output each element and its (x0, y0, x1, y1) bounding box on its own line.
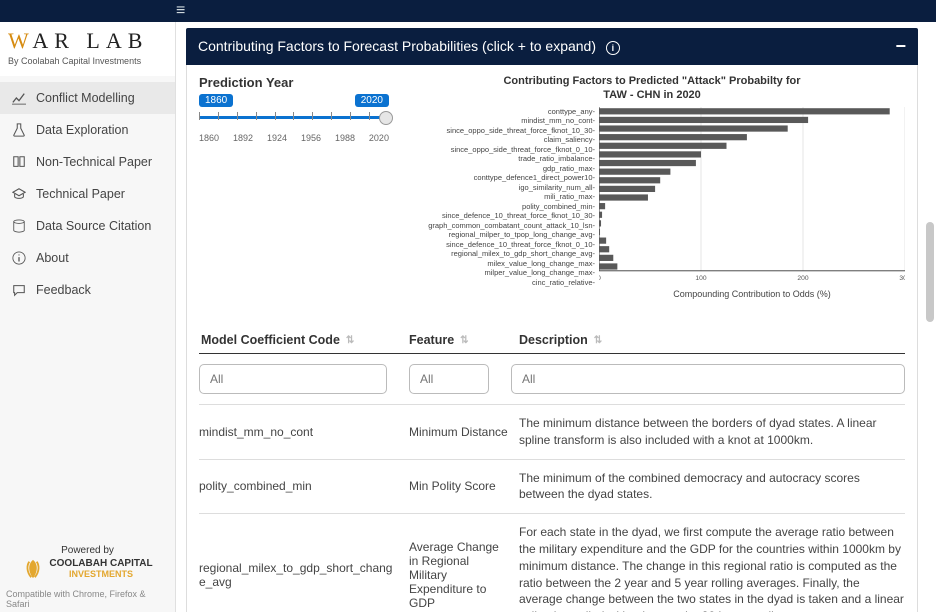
slider-max-badge: 2020 (355, 94, 389, 107)
sidebar-item-about[interactable]: About (0, 242, 175, 274)
menu-toggle-icon[interactable]: ≡ (176, 2, 185, 20)
cell-feature: Average Change in Regional Military Expe… (409, 524, 519, 612)
panel-title: Contributing Factors to Forecast Probabi… (198, 38, 596, 54)
svg-text:200: 200 (797, 274, 809, 281)
sidebar-item-non-technical-paper[interactable]: Non-Technical Paper (0, 146, 175, 178)
flask-icon (12, 123, 26, 137)
cell-feature: Minimum Distance (409, 415, 519, 449)
slider-track[interactable] (199, 109, 389, 133)
contribution-chart: Contributing Factors to Predicted "Attac… (399, 75, 905, 299)
main-content: Contributing Factors to Forecast Probabi… (176, 22, 936, 612)
table-body: mindist_mm_no_contMinimum DistanceThe mi… (199, 405, 905, 612)
cell-code: mindist_mm_no_cont (199, 415, 409, 449)
sidebar-item-label: Feedback (36, 283, 91, 297)
th-description[interactable]: Description⇅ (519, 333, 905, 347)
chart-svg: 0 100 200 300 (599, 107, 905, 287)
slider-tick-labels: 186018921924195619882020 (199, 133, 389, 143)
table-header-row: Model Coefficient Code⇅ Feature⇅ Descrip… (199, 327, 905, 354)
cell-description: The minimum of the combined democracy an… (519, 470, 905, 504)
compat-text: Compatible with Chrome, Firefox & Safari (0, 586, 175, 612)
svg-text:100: 100 (695, 274, 707, 281)
powered-by: Powered by COOLABAH CAPITAL INVESTMENTS (0, 539, 175, 586)
sidebar-item-data-source-citation[interactable]: Data Source Citation (0, 210, 175, 242)
scrollbar-thumb[interactable] (926, 222, 934, 322)
chart-icon (12, 91, 26, 105)
table-row: polity_combined_minMin Polity ScoreThe m… (199, 460, 905, 515)
chart-title: Contributing Factors to Predicted "Attac… (399, 75, 905, 103)
sidebar-item-label: Non-Technical Paper (36, 155, 152, 169)
th-code[interactable]: Model Coefficient Code⇅ (199, 333, 409, 347)
filter-row (199, 354, 905, 405)
sidebar-item-technical-paper[interactable]: Technical Paper (0, 178, 175, 210)
company-name: COOLABAH CAPITAL (49, 559, 152, 569)
coolabah-logo-icon (22, 558, 44, 580)
slider-min-badge: 1860 (199, 94, 233, 107)
sidebar-item-label: Data Exploration (36, 123, 128, 137)
panel-header[interactable]: Contributing Factors to Forecast Probabi… (186, 28, 918, 65)
filter-desc-input[interactable] (511, 364, 905, 394)
chart-x-label: Compounding Contribution to Odds (%) (399, 289, 905, 299)
book-icon (12, 155, 26, 169)
svg-text:300: 300 (899, 274, 905, 281)
company-sub: INVESTMENTS (49, 569, 152, 579)
powered-label: Powered by (8, 545, 167, 556)
nav: Conflict Modelling Data Exploration Non-Te… (0, 76, 175, 539)
logo-title: WAR LAB (8, 28, 167, 54)
collapse-icon[interactable]: − (895, 36, 906, 57)
year-slider[interactable]: Prediction Year 1860 2020 18601892192419… (199, 75, 389, 299)
sidebar-item-label: Conflict Modelling (36, 91, 135, 105)
sidebar-item-label: About (36, 251, 69, 265)
cell-code: polity_combined_min (199, 470, 409, 504)
sidebar: WAR LAB By Coolabah Capital Investments … (0, 22, 176, 612)
table-row: mindist_mm_no_contMinimum DistanceThe mi… (199, 405, 905, 460)
chat-icon (12, 283, 26, 297)
coefficients-table: Model Coefficient Code⇅ Feature⇅ Descrip… (199, 327, 905, 612)
filter-code-input[interactable] (199, 364, 387, 394)
top-bar: ≡ (0, 0, 936, 22)
info-icon[interactable]: i (606, 41, 620, 55)
cell-description: For each state in the dyad, we first com… (519, 524, 905, 612)
cell-description: The minimum distance between the borders… (519, 415, 905, 449)
slider-label: Prediction Year (199, 75, 389, 90)
sidebar-item-feedback[interactable]: Feedback (0, 274, 175, 306)
slider-handle[interactable] (379, 111, 393, 125)
th-feature[interactable]: Feature⇅ (409, 333, 519, 347)
sidebar-item-data-exploration[interactable]: Data Exploration (0, 114, 175, 146)
chart-y-labels: conttype_any-mindist_mm_no_cont-since_op… (399, 107, 599, 288)
cell-feature: Min Polity Score (409, 470, 519, 504)
sort-icon[interactable]: ⇅ (346, 335, 354, 346)
sidebar-item-label: Data Source Citation (36, 219, 151, 233)
sidebar-item-conflict-modelling[interactable]: Conflict Modelling (0, 82, 175, 114)
cell-code: regional_milex_to_gdp_short_change_avg (199, 524, 409, 612)
grad-icon (12, 187, 26, 201)
sort-icon[interactable]: ⇅ (594, 335, 602, 346)
sidebar-item-label: Technical Paper (36, 187, 125, 201)
filter-feature-input[interactable] (409, 364, 489, 394)
svg-text:0: 0 (599, 274, 601, 281)
logo-block: WAR LAB By Coolabah Capital Investments (0, 22, 175, 76)
info-icon (12, 251, 26, 265)
panel-body: Prediction Year 1860 2020 18601892192419… (186, 65, 918, 612)
db-icon (12, 219, 26, 233)
sort-icon[interactable]: ⇅ (460, 335, 468, 346)
table-row: regional_milex_to_gdp_short_change_avgAv… (199, 514, 905, 612)
logo-subtitle: By Coolabah Capital Investments (8, 56, 167, 66)
